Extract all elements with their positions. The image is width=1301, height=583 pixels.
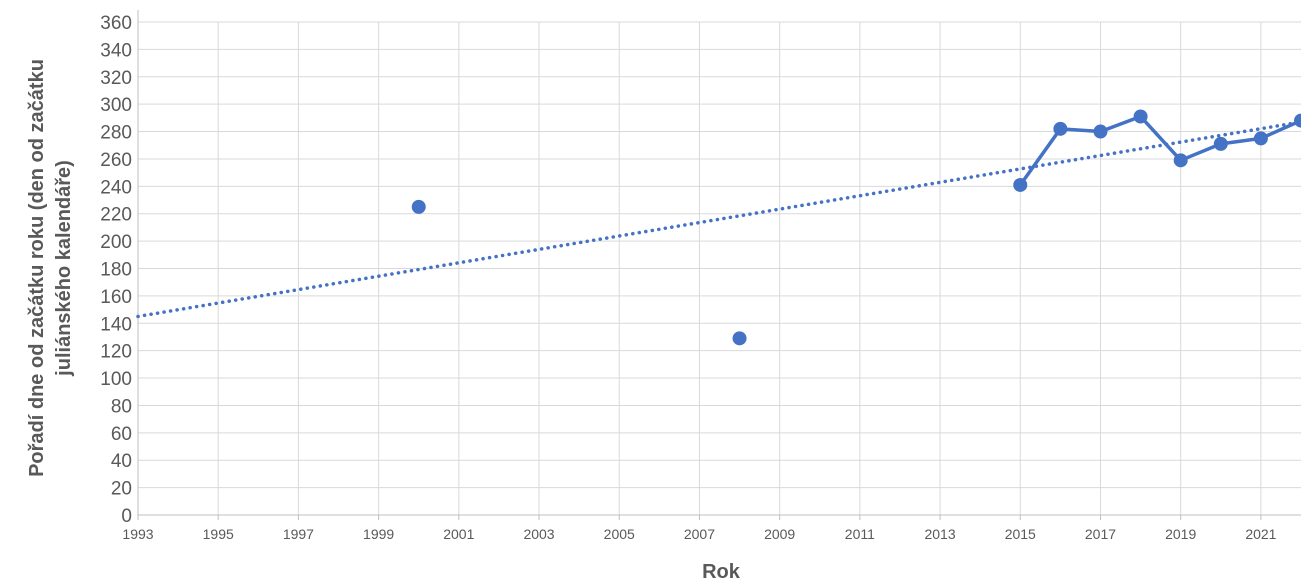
data-point — [1213, 136, 1228, 151]
series-layer — [411, 109, 1301, 346]
x-tick-label: 1997 — [283, 526, 314, 542]
y-tick-label: 300 — [100, 95, 132, 116]
x-tick-label: 2001 — [443, 526, 474, 542]
y-tick-label: 20 — [111, 479, 132, 500]
y-tick-label: 320 — [100, 68, 132, 89]
y-tick-label: 220 — [100, 205, 132, 226]
x-tick-label: 2015 — [1005, 526, 1036, 542]
data-point — [1013, 177, 1028, 192]
y-tick-label: 120 — [100, 342, 132, 363]
y-tick-label: 60 — [111, 424, 132, 445]
y-tick-label: 180 — [100, 260, 132, 281]
y-tick-label: 0 — [121, 506, 132, 527]
y-tick-label: 140 — [100, 314, 132, 335]
y-tick-label: 340 — [100, 40, 132, 61]
trendline — [136, 120, 1301, 319]
y-axis-title: Pořadí dne od začátku roku (den od začát… — [26, 59, 75, 477]
x-tick-label: 2011 — [845, 526, 875, 542]
y-tick-label: 100 — [100, 369, 132, 390]
y-tick-label: 200 — [100, 232, 132, 253]
y-tick-label: 40 — [111, 451, 132, 472]
y-tick-label: 280 — [100, 123, 132, 144]
y-tick-label: 80 — [111, 396, 132, 417]
x-tick-label: 2007 — [684, 526, 715, 542]
y-axis-title-line-2: juliánského kalendáře) — [53, 160, 75, 377]
x-tick-label: 2009 — [764, 526, 795, 542]
data-point — [732, 331, 747, 346]
x-tick-label: 2017 — [1085, 526, 1116, 542]
data-point — [1133, 109, 1148, 124]
x-tick-label: 1993 — [122, 526, 153, 542]
y-tick-label: 360 — [100, 13, 132, 34]
data-point — [1294, 113, 1301, 128]
trendline-layer — [136, 120, 1301, 319]
x-tick-label: 2013 — [924, 526, 955, 542]
x-tick-label: 2003 — [523, 526, 554, 542]
y-axis-title-line-1: Pořadí dne od začátku roku (den od začát… — [26, 59, 48, 477]
x-tick-label: 1995 — [203, 526, 234, 542]
gridlines — [138, 21, 1301, 515]
data-point — [411, 199, 426, 214]
x-axis-title: Rok — [702, 561, 741, 583]
x-tick-label: 2021 — [1245, 526, 1276, 542]
data-point — [1253, 131, 1268, 146]
y-tick-label: 160 — [100, 287, 132, 308]
tick-labels: 0 20 40 60 80 100 120 140 160 180 200 220 240 260 280 3… — [100, 13, 1276, 542]
x-tick-label: 1999 — [363, 526, 394, 542]
data-point — [1053, 121, 1068, 136]
data-point — [1173, 153, 1188, 168]
y-tick-label: 240 — [100, 177, 132, 198]
y-tick-label: 260 — [100, 150, 132, 171]
data-point — [1093, 124, 1108, 139]
x-tick-label: 2005 — [604, 526, 635, 542]
axes — [137, 10, 1301, 520]
x-tick-label: 2019 — [1165, 526, 1196, 542]
